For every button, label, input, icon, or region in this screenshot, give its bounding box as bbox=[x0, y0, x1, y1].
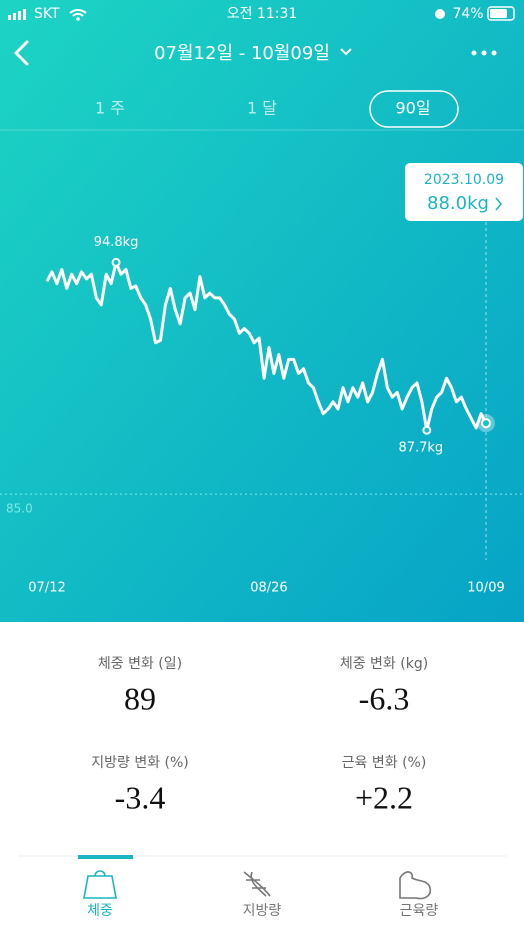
header-bg bbox=[0, 0, 524, 622]
current-point bbox=[481, 418, 491, 429]
alarm-icon bbox=[435, 9, 445, 19]
x-tick-label: 08/26 bbox=[250, 581, 287, 596]
tooltip-date: 2023.10.09 bbox=[424, 172, 504, 188]
stat-value: +2.2 bbox=[355, 779, 413, 815]
date-dropdown[interactable] bbox=[340, 48, 352, 56]
nav-label[interactable]: 근육량 bbox=[400, 903, 439, 919]
more-button[interactable] bbox=[471, 50, 497, 56]
tooltip-chevron bbox=[495, 197, 502, 211]
x-tick-label: 10/09 bbox=[467, 581, 504, 596]
battery-text: 74% bbox=[452, 6, 483, 22]
tab[interactable]: 1 주 bbox=[95, 99, 125, 118]
carrier: SKT bbox=[34, 6, 60, 22]
reference-label: 85.0 bbox=[6, 502, 33, 516]
stat-value: -6.3 bbox=[359, 680, 410, 716]
nav-indicator bbox=[78, 855, 133, 859]
extreme-label: 94.8kg bbox=[94, 235, 139, 250]
nav-icon[interactable] bbox=[243, 871, 271, 897]
extreme-point bbox=[111, 257, 121, 267]
extreme-point bbox=[422, 425, 432, 435]
nav-label[interactable]: 체중 bbox=[87, 903, 113, 919]
battery-level bbox=[490, 9, 507, 18]
tooltip-box[interactable] bbox=[405, 163, 523, 221]
tab[interactable]: 90일 bbox=[395, 99, 430, 118]
wifi-dot bbox=[76, 17, 80, 21]
battery-icon bbox=[487, 6, 515, 21]
signal-icon bbox=[8, 9, 26, 20]
back-button[interactable] bbox=[13, 40, 29, 66]
tab-selected[interactable] bbox=[369, 90, 459, 128]
stat-label: 지방량 변화 (%) bbox=[91, 755, 189, 771]
stat-value: -3.4 bbox=[115, 779, 166, 815]
weight-line bbox=[45, 260, 488, 432]
tooltip-value: 88.0kg bbox=[427, 193, 489, 214]
stat-label: 근육 변화 (%) bbox=[342, 755, 427, 771]
x-tick-label: 07/12 bbox=[28, 581, 65, 596]
extreme-label: 87.7kg bbox=[398, 441, 443, 456]
content-bg bbox=[0, 622, 524, 932]
nav-label[interactable]: 지방량 bbox=[243, 903, 282, 919]
tab[interactable]: 1 달 bbox=[247, 99, 277, 118]
time: 오전 11:31 bbox=[227, 6, 298, 22]
stat-label: 체중 변화 (일) bbox=[98, 656, 182, 672]
nav-icon[interactable] bbox=[399, 871, 432, 900]
nav-icon[interactable] bbox=[83, 870, 117, 899]
wifi-icon bbox=[69, 9, 87, 17]
date-range: 07월12일 - 10월09일 bbox=[154, 43, 330, 64]
stat-label: 체중 변화 (kg) bbox=[340, 656, 428, 672]
stat-value: 89 bbox=[124, 680, 156, 716]
